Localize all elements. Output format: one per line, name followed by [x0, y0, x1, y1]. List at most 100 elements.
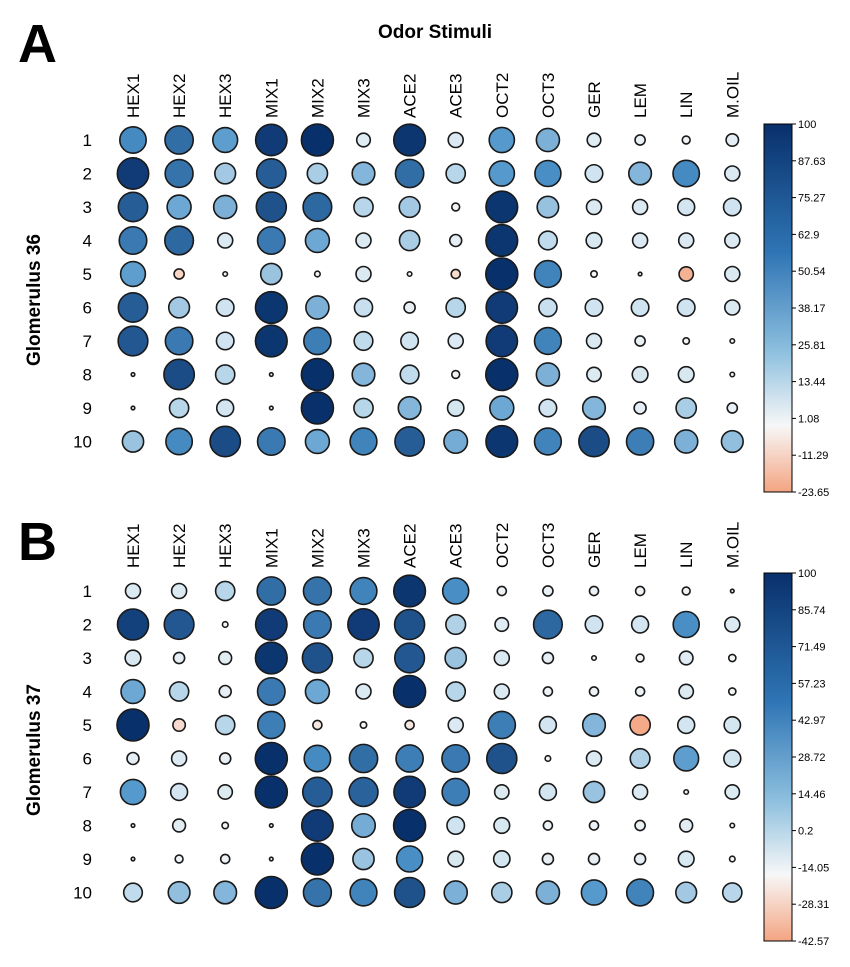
data-dot: [212, 126, 239, 154]
data-dot: [581, 712, 607, 738]
data-dot: [673, 745, 700, 772]
column-label: HEX2: [170, 74, 189, 118]
row-label: 9: [83, 850, 92, 869]
row-label: 5: [83, 716, 92, 735]
data-dot: [630, 297, 650, 318]
data-dot: [678, 650, 694, 666]
data-dot: [214, 364, 236, 385]
data-dot: [489, 395, 515, 421]
data-dot: [164, 158, 194, 189]
data-dot: [167, 296, 191, 319]
data-dot: [578, 425, 610, 458]
colorbar-b: 100 85.74 71.49 57.23 42.97 28.72 14.46 0.2 -14.…: [763, 568, 829, 948]
data-dot: [355, 132, 372, 148]
data-dot: [589, 269, 598, 278]
row-label: 1: [83, 131, 92, 150]
data-dot: [116, 608, 150, 641]
data-dot: [300, 391, 335, 425]
column-label: HEX3: [216, 74, 235, 118]
column-label: GER: [585, 531, 604, 568]
data-dot: [588, 585, 600, 597]
colorbar-tick-label: 0.2: [798, 826, 813, 838]
data-dot: [212, 194, 238, 220]
panel-letter-a: A: [18, 14, 57, 74]
data-dot: [300, 809, 334, 842]
data-dot: [534, 159, 562, 188]
data-dot: [170, 582, 188, 600]
data-dot: [585, 231, 603, 250]
data-dot: [302, 576, 333, 606]
data-dot: [214, 714, 236, 736]
data-dot: [126, 751, 140, 766]
data-dot: [130, 371, 136, 378]
data-dot: [633, 852, 647, 866]
data-dot: [167, 880, 191, 905]
colorbar-tick-label: 100: [798, 568, 816, 580]
row-label: 8: [83, 366, 92, 385]
data-dot: [441, 777, 471, 807]
data-dot: [446, 399, 465, 417]
data-dot: [727, 687, 737, 696]
data-dot: [447, 716, 465, 734]
data-dot: [580, 879, 608, 906]
data-dot: [584, 614, 604, 635]
data-dot: [485, 424, 519, 459]
data-dot: [535, 127, 561, 153]
data-dot: [406, 270, 413, 278]
row-label: 9: [83, 399, 92, 418]
data-dot: [445, 613, 467, 636]
data-dot: [445, 681, 467, 702]
data-dot: [351, 362, 376, 387]
data-dot: [254, 775, 289, 809]
data-dot: [171, 818, 187, 833]
data-dot: [450, 202, 461, 212]
column-label: HEX3: [216, 524, 235, 568]
data-dot: [119, 778, 147, 806]
data-dot: [625, 427, 655, 456]
y-axis-label-b: Glomerulus 37: [24, 684, 45, 816]
data-dot: [353, 647, 374, 669]
data-dot: [537, 230, 559, 251]
data-dot: [117, 325, 149, 357]
data-dot: [490, 881, 513, 904]
panel-b: B Glomerulus 37 HEX1 HEX2 HEX3 MIX1 MIX2 MIX3…: [18, 512, 829, 948]
data-dot: [302, 877, 333, 908]
data-dot: [172, 717, 187, 732]
data-dot: [218, 650, 233, 666]
column-label: HEX1: [124, 74, 143, 118]
colorbar-tick-label: 71.49: [798, 642, 826, 654]
column-label: MIX3: [355, 78, 374, 118]
column-label: LIN: [677, 542, 696, 568]
data-dot: [304, 678, 331, 705]
data-dot: [676, 297, 696, 318]
panel-letter-b: B: [18, 512, 57, 572]
data-dot: [485, 190, 519, 224]
data-dot: [255, 158, 287, 189]
data-dot: [723, 716, 742, 734]
column-label: LEM: [631, 83, 650, 118]
data-dot: [313, 270, 321, 278]
data-dot: [493, 816, 511, 835]
row-label: 4: [83, 232, 92, 251]
data-dot: [441, 743, 471, 774]
data-dot: [122, 882, 144, 903]
data-dot: [168, 397, 190, 419]
column-labels-a: HEX1 HEX2 HEX3 MIX1 MIX2 MIX3 ACE2 ACE3 OCT2 OCT3…: [124, 72, 742, 118]
data-dot: [172, 651, 186, 665]
colorbar-tick-label: 50.54: [798, 266, 826, 278]
data-dot: [683, 788, 690, 796]
data-dot: [585, 332, 603, 350]
data-dot: [353, 196, 374, 218]
row-label: 8: [83, 817, 92, 836]
data-dot: [214, 162, 237, 185]
data-dot: [488, 126, 516, 154]
colorbar-tick-label: 57.23: [798, 678, 826, 690]
colorbar-tick-label: -14.05: [798, 862, 829, 874]
row-label: 10: [73, 884, 92, 903]
data-dot: [303, 326, 332, 356]
colorbar-ticks-b: 100 85.74 71.49 57.23 42.97 28.72 14.46 0.2 -14.…: [792, 568, 829, 948]
data-dot: [254, 741, 289, 776]
data-dot: [588, 686, 600, 697]
data-dot: [587, 852, 601, 866]
data-dot: [631, 365, 649, 384]
